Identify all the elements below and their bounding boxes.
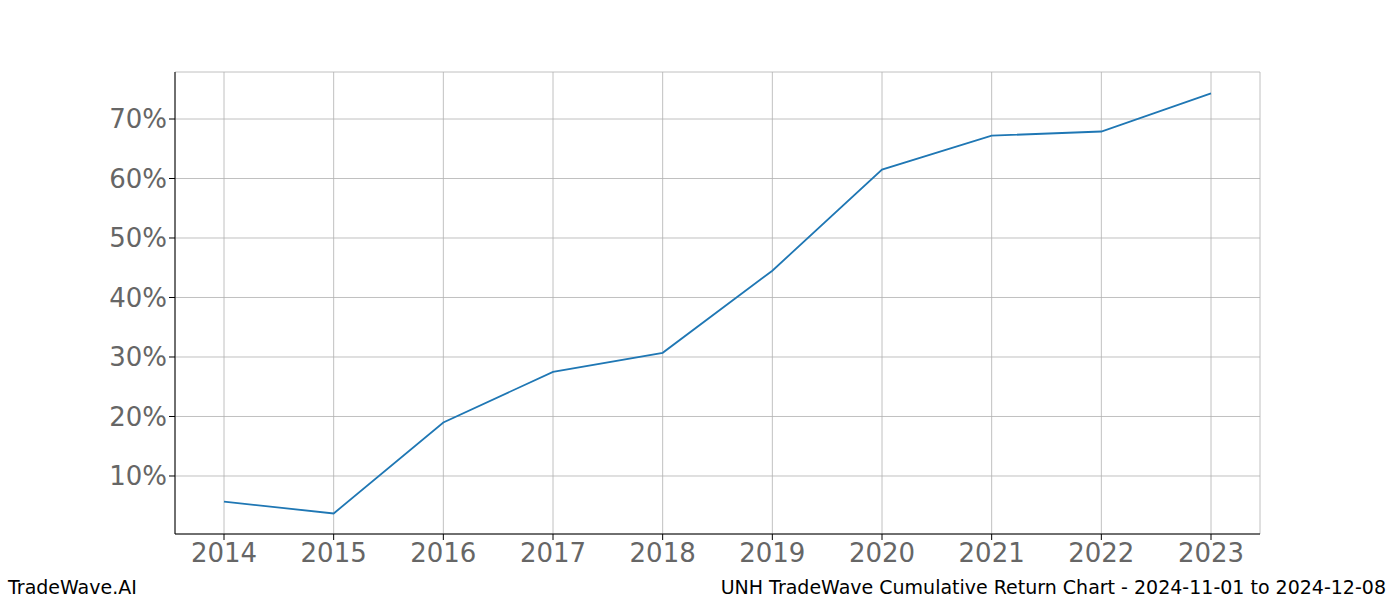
html-text:UNH TradeWave Cumulative Retur: UNH TradeWave Cumulative Return Chart - …	[720, 576, 1386, 598]
svg-text:2023: 2023	[1178, 538, 1244, 568]
svg-text:2016: 2016	[410, 538, 476, 568]
html-text:TradeWave.AI: TradeWave.AI	[8, 576, 137, 598]
svg-text:10%: 10%	[109, 461, 167, 491]
svg-text:40%: 40%	[109, 283, 167, 313]
svg-text:60%: 60%	[109, 164, 167, 194]
svg-text:30%: 30%	[109, 342, 167, 372]
svg-text:2015: 2015	[301, 538, 367, 568]
svg-text:2020: 2020	[849, 538, 915, 568]
svg-text:2021: 2021	[959, 538, 1025, 568]
svg-text:2022: 2022	[1068, 538, 1134, 568]
svg-text:70%: 70%	[109, 104, 167, 134]
svg-text:2014: 2014	[191, 538, 257, 568]
svg-text:2018: 2018	[630, 538, 696, 568]
svg-text:20%: 20%	[109, 402, 167, 432]
svg-text:2019: 2019	[739, 538, 805, 568]
svg-text:50%: 50%	[109, 223, 167, 253]
svg-text:2017: 2017	[520, 538, 586, 568]
